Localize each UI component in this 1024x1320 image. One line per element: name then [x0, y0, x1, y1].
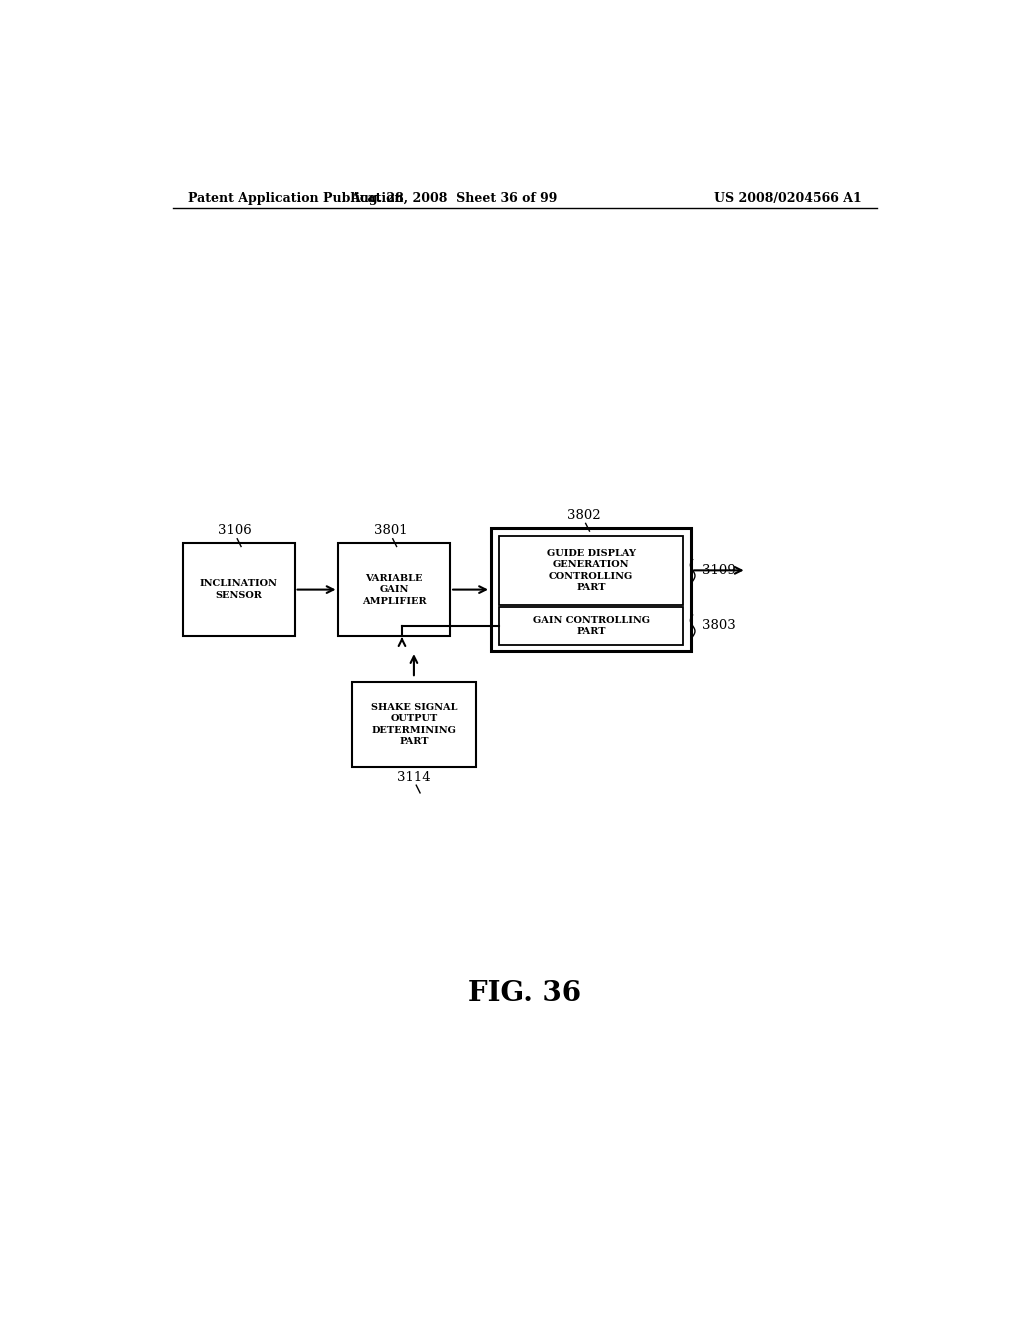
Text: VARIABLE
GAIN
AMPLIFIER: VARIABLE GAIN AMPLIFIER [361, 574, 427, 606]
Text: 3802: 3802 [566, 508, 600, 521]
Text: GUIDE DISPLAY
GENERATION
CONTROLLING
PART: GUIDE DISPLAY GENERATION CONTROLLING PAR… [547, 549, 636, 593]
Text: Aug. 28, 2008  Sheet 36 of 99: Aug. 28, 2008 Sheet 36 of 99 [350, 191, 558, 205]
Bar [339, 544, 451, 636]
Text: 3109: 3109 [701, 564, 735, 577]
Text: 3803: 3803 [701, 619, 735, 632]
Text: Patent Application Publication: Patent Application Publication [188, 191, 403, 205]
Text: GAIN CONTROLLING
PART: GAIN CONTROLLING PART [532, 615, 649, 636]
Text: 3114: 3114 [397, 771, 431, 784]
Bar [352, 682, 475, 767]
Bar [490, 528, 691, 651]
Bar [499, 536, 683, 605]
Text: FIG. 36: FIG. 36 [468, 981, 582, 1007]
Bar [499, 607, 683, 645]
Text: SHAKE SIGNAL
OUTPUT
DETERMINING
PART: SHAKE SIGNAL OUTPUT DETERMINING PART [371, 702, 457, 746]
Text: US 2008/0204566 A1: US 2008/0204566 A1 [715, 191, 862, 205]
Text: 3106: 3106 [218, 524, 252, 537]
Bar [183, 544, 295, 636]
Text: 3801: 3801 [374, 524, 408, 537]
Text: INCLINATION
SENSOR: INCLINATION SENSOR [200, 579, 278, 599]
